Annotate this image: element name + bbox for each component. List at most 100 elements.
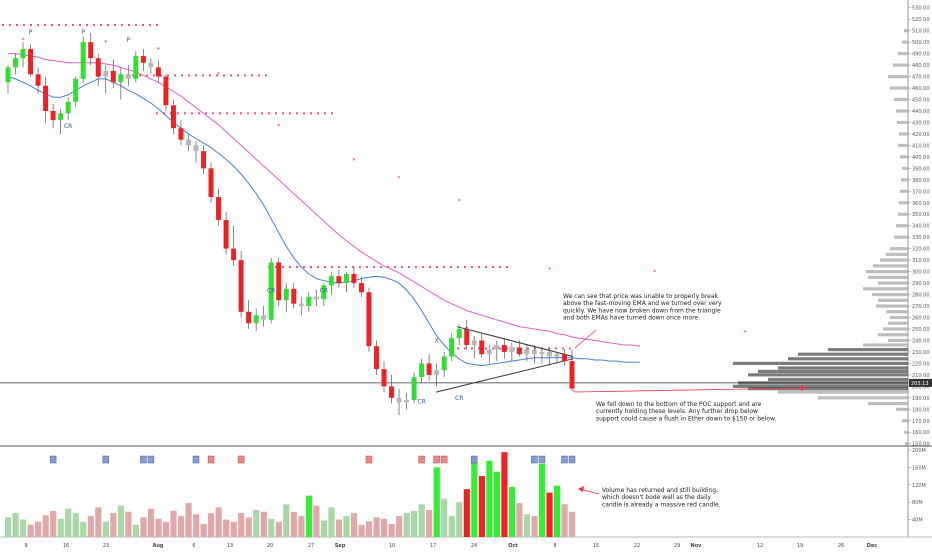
resistance-dot-438: [240, 112, 242, 115]
volume-profile-bar: [896, 109, 908, 113]
annotation-text-a2: support could cause a flush in Ether dow…: [596, 415, 776, 422]
resistance-dot-304: [317, 266, 319, 269]
candle-body: [411, 377, 417, 401]
resistance-dot-438: [212, 112, 214, 115]
volume-event-marker: [568, 455, 576, 464]
resistance-dot-304: [506, 266, 508, 269]
price-tick-label: 400.00: [912, 155, 930, 161]
candle-body: [569, 361, 575, 389]
candle-body: [321, 285, 327, 300]
resistance-dot-304: [394, 266, 396, 269]
volume-profile-bar: [863, 287, 908, 291]
resistance-dot-438: [324, 112, 326, 115]
signal-asterisk: *: [458, 198, 461, 205]
resistance-dot-471: [153, 74, 155, 77]
volume-bar: [569, 511, 576, 537]
volume-tick-label: 80M: [912, 500, 923, 506]
resistance-dot-515: [65, 23, 67, 26]
candle-body: [185, 139, 191, 146]
resistance-dot-233: [548, 347, 550, 350]
candle-body: [125, 74, 131, 79]
volume-profile-bar: [888, 338, 908, 343]
volume-bar: [12, 513, 19, 537]
price-tick-label: 470.00: [912, 75, 930, 81]
candle-body: [261, 315, 267, 320]
candle-body: [178, 128, 184, 140]
candle-body: [524, 349, 530, 355]
resistance-dot-515: [135, 23, 137, 26]
time-axis-label: Aug: [152, 543, 163, 549]
volume-profile-bar: [902, 419, 908, 423]
triangle-upper-line: [456, 326, 574, 357]
volume-bar: [230, 521, 237, 537]
candle-body: [434, 370, 440, 375]
volume-event-marker: [531, 455, 538, 464]
resistance-dot-515: [72, 23, 74, 26]
resistance-dot-471: [258, 74, 260, 77]
volume-profile-bar: [888, 321, 908, 325]
volume-profile-bar: [890, 315, 908, 320]
volume-profile-bar: [886, 310, 908, 314]
volume-profile-bar: [868, 401, 908, 406]
resistance-dot-438: [275, 112, 277, 115]
candle-body: [404, 400, 410, 403]
resistance-dot-471: [167, 74, 169, 77]
volume-profile-bar: [904, 29, 908, 33]
volume-profile-bar: [733, 361, 908, 365]
price-tick-label: 270.00: [912, 304, 930, 310]
price-tick-label: 260.00: [912, 316, 930, 322]
resistance-dot-471: [195, 74, 197, 77]
volume-profile-bar: [900, 189, 908, 193]
signal-asterisk: *: [743, 330, 746, 337]
price-tick-label: 380.00: [912, 178, 930, 184]
volume-bar: [553, 485, 561, 537]
volume-bar: [328, 507, 335, 537]
resistance-dot-304: [296, 266, 298, 269]
candle-body: [546, 351, 552, 357]
annotation-text-a1: We can see that price was unable to prop…: [563, 293, 719, 300]
resistance-dot-233: [464, 347, 466, 350]
volume-bar: [538, 463, 546, 537]
price-tick-label: 250.00: [912, 327, 930, 333]
volume-bar: [426, 510, 433, 537]
volume-bar: [132, 524, 140, 537]
volume-profile-bar: [758, 369, 908, 374]
price-tick-label: 430.00: [912, 120, 930, 126]
volume-bar: [275, 521, 282, 537]
volume-bar: [478, 476, 485, 537]
candle-body: [396, 397, 402, 403]
resistance-dot-304: [443, 266, 445, 269]
volume-bar: [320, 520, 328, 537]
pattern-label: X: [435, 338, 439, 345]
pattern-label: P: [29, 29, 33, 36]
volume-profile-bar: [748, 373, 908, 377]
candle-body: [5, 67, 11, 83]
volume-bar: [245, 517, 252, 537]
volume-profile-bar: [876, 304, 908, 308]
candle-body: [20, 49, 26, 59]
volume-bar: [350, 513, 358, 537]
volume-event-marker: [147, 455, 155, 464]
volume-profile-bar: [886, 252, 908, 257]
volume-event-marker: [470, 455, 478, 464]
volume-profile-bar: [894, 235, 908, 239]
price-tick-label: 220.00: [912, 361, 930, 367]
candle-body: [118, 74, 124, 83]
price-tick-label: 160.00: [912, 430, 930, 436]
volume-bar: [283, 504, 290, 537]
resistance-dot-515: [58, 23, 60, 26]
volume-bar: [223, 519, 230, 537]
candle-body: [358, 283, 364, 293]
volume-bar: [268, 518, 275, 537]
candle-body: [73, 78, 79, 102]
candle-body: [509, 347, 515, 352]
resistance-dot-304: [485, 266, 487, 269]
resistance-dot-438: [219, 112, 221, 115]
time-axis-label: 29: [674, 543, 680, 549]
time-axis-label: 15: [593, 543, 599, 549]
resistance-dot-304: [499, 266, 501, 269]
candle-body: [471, 340, 477, 346]
volume-bar: [403, 513, 410, 537]
price-tick-label: 300.00: [912, 270, 930, 276]
price-tick-label: 440.00: [912, 109, 930, 115]
